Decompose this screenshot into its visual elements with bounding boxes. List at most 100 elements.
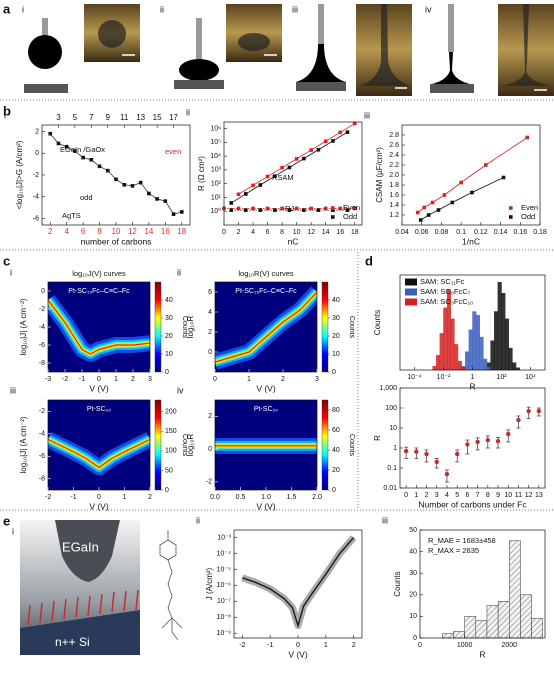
x-tick-label: 11	[515, 492, 522, 499]
silicon	[20, 610, 140, 655]
y-axis-label: log₁₀|J| (A cm⁻²)	[19, 416, 28, 473]
data-point	[251, 206, 255, 211]
x-tick-label: 8	[486, 492, 490, 499]
histogram-bar	[464, 351, 470, 371]
colorbar-tick-label: 0	[165, 487, 169, 494]
subpanel-label: iii	[382, 515, 388, 525]
data-point	[454, 451, 460, 457]
y-tick-label: 2	[208, 413, 212, 420]
colorbar-tick-label: 0	[165, 369, 169, 376]
data-point	[229, 201, 234, 205]
y-tick-label: 2	[208, 329, 212, 336]
y-tick-label: 10⁻⁹	[217, 630, 231, 637]
x-tick-label: 4	[445, 492, 449, 499]
histogram-bar	[443, 307, 448, 371]
molecule	[27, 604, 31, 626]
x-tick-label: 18	[177, 227, 186, 236]
data-point	[236, 192, 241, 197]
heatmap-label: Pt-SC₁₅Fc–C≡C–Fc	[68, 288, 130, 295]
data-point	[280, 165, 284, 170]
subpanel-label: iii	[292, 4, 298, 14]
x-axis-label: Number of carbons under Fc	[418, 499, 527, 509]
needle	[318, 4, 324, 44]
y-tick-label: 1.6	[389, 192, 399, 199]
x-tick-label: 1	[123, 494, 127, 501]
data-point	[294, 157, 299, 161]
molecule	[111, 591, 115, 613]
legend-label: Even	[343, 203, 360, 212]
histogram-bar	[501, 293, 506, 371]
data-point	[265, 206, 270, 211]
x-tick-label: 0	[418, 642, 422, 649]
schematic-label: EGaIn	[62, 539, 99, 554]
colorbar-tick-label: 30	[165, 315, 173, 322]
cone	[432, 52, 470, 84]
data-point	[48, 131, 53, 136]
substrate	[296, 82, 346, 91]
x-axis-label: number of carbons	[81, 236, 152, 246]
data-point	[426, 213, 431, 217]
data-point	[338, 130, 343, 135]
y-tick-label: 1.2	[389, 212, 399, 219]
x-tick-label: 1	[114, 376, 118, 383]
molecule	[123, 590, 127, 612]
x-tick-label: 0.04	[395, 229, 409, 236]
panel-a-drawings	[24, 4, 554, 96]
histogram-bar	[454, 344, 459, 371]
subpanel-label: i	[22, 4, 24, 14]
x-tick-label: 1	[471, 374, 475, 381]
data-point	[309, 148, 313, 152]
y-tick-label: 1	[393, 445, 397, 452]
legend-marker	[331, 215, 335, 219]
data-point	[465, 442, 470, 447]
needle	[448, 4, 454, 52]
data-point	[105, 168, 110, 173]
x-tick-label: 18	[351, 229, 359, 236]
molecule	[99, 593, 103, 615]
y-tick-label: -4	[39, 431, 45, 438]
panel-e-schematic: EGaIn n++ Si	[20, 520, 183, 655]
colorbar-tick-label: 0	[332, 369, 336, 376]
data-point	[506, 431, 511, 437]
histogram-bar	[475, 620, 488, 639]
x-tick-label: 14	[144, 227, 153, 236]
data-point	[316, 147, 321, 152]
data-point	[251, 183, 255, 188]
density-ridge	[48, 299, 150, 355]
y-tick-label: 0	[35, 150, 39, 157]
plot-frame	[399, 387, 546, 489]
x2-tick-label: 3	[56, 113, 61, 122]
colorbar-label: Counts	[348, 316, 355, 339]
data-point	[536, 408, 542, 414]
x-tick-label: 10⁻²	[437, 374, 451, 381]
y-tick-label: -6	[39, 342, 45, 349]
y-tick-label: -4	[33, 194, 39, 201]
subpanel-label: iii	[364, 110, 370, 120]
data-point	[294, 206, 299, 211]
x-tick-label: 1	[324, 642, 328, 649]
data-point	[287, 208, 292, 212]
legend-label: Even	[521, 203, 538, 212]
subpanel-label: i	[4, 110, 6, 120]
colorbar-tick-label: 50	[165, 467, 173, 474]
data-point	[179, 210, 184, 214]
substrate	[430, 84, 474, 93]
y-tick-label: 10⁴	[210, 153, 221, 160]
data-point	[302, 156, 306, 161]
x-tick-label: 6	[81, 227, 86, 236]
y-tick-label: 6	[208, 289, 212, 296]
colorbar-tick-label: 10	[332, 351, 340, 358]
y-axis-label: R (Ω cm²)	[197, 156, 206, 191]
y-axis-label: CSAM (µF/cm²)	[375, 147, 384, 203]
plot-frame	[214, 281, 318, 373]
y-tick-label: 1.4	[389, 202, 399, 209]
y-tick-label: 10⁻⁴	[217, 550, 232, 557]
x-tick-label: 0	[97, 376, 101, 383]
y-axis-label: log₁₀R	[186, 434, 195, 457]
x2-tick-label: 9	[106, 113, 111, 122]
x-tick-label: 10⁻⁴	[407, 374, 422, 381]
y-tick-label: 2.0	[389, 172, 399, 179]
annotation: EGaIn /GaOx	[60, 145, 105, 154]
histogram-bar	[531, 618, 544, 639]
x-tick-label: 2	[131, 376, 135, 383]
